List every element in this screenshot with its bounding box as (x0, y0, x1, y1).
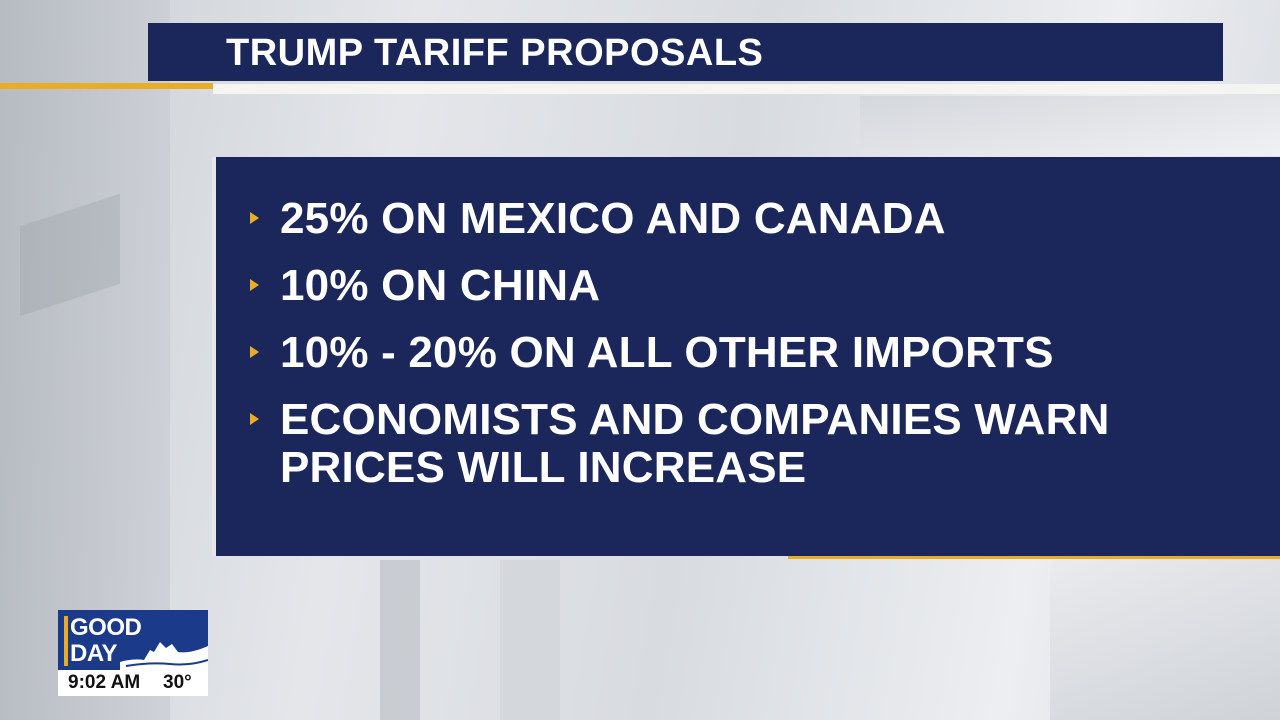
background-shape (380, 560, 420, 720)
logo-line-1: GOOD (70, 614, 142, 641)
list-item: 10% - 20% ON ALL OTHER IMPORTS (250, 329, 1220, 377)
logo-gold-bar (64, 616, 68, 666)
skyline-icon (120, 642, 208, 670)
list-item: 25% ON MEXICO AND CANADA (250, 195, 1220, 243)
list-item: ECONOMISTS AND COMPANIES WARN PRICES WIL… (250, 396, 1220, 492)
bullet-list: 25% ON MEXICO AND CANADA 10% ON CHINA 10… (250, 195, 1220, 511)
bullet-text: 25% ON MEXICO AND CANADA (280, 194, 946, 243)
bullet-text: 10% ON CHINA (280, 261, 601, 310)
time-temp-strip: 9:02 AM 30° (58, 670, 208, 696)
gold-triangle-bullet-icon (250, 413, 259, 425)
gold-triangle-bullet-icon (250, 279, 259, 291)
gold-triangle-bullet-icon (250, 346, 259, 358)
background-wall (0, 0, 170, 720)
bullet-panel: 25% ON MEXICO AND CANADA 10% ON CHINA 10… (212, 157, 1280, 556)
bullet-text: 10% - 20% ON ALL OTHER IMPORTS (280, 328, 1054, 377)
logo-line-2: DAY (70, 640, 117, 667)
background-shape (860, 96, 1280, 156)
station-logo-bug: GOOD DAY 9:02 AM 30° (58, 610, 208, 696)
logo-block: GOOD DAY (58, 610, 208, 670)
gold-accent-rule (0, 83, 213, 89)
list-item: 10% ON CHINA (250, 262, 1220, 310)
temperature: 30° (163, 672, 192, 693)
title-bar: TRUMP TARIFF PROPOSALS (148, 23, 1223, 81)
page-title: TRUMP TARIFF PROPOSALS (226, 32, 764, 74)
bullet-text: ECONOMISTS AND COMPANIES WARN PRICES WIL… (280, 395, 1110, 492)
white-accent-rule (213, 84, 1280, 94)
gold-triangle-bullet-icon (250, 212, 259, 224)
clock-time: 9:02 AM (68, 672, 141, 693)
background-shape (500, 560, 560, 720)
gold-accent-rule (788, 556, 1280, 559)
background-shape (1050, 560, 1280, 720)
